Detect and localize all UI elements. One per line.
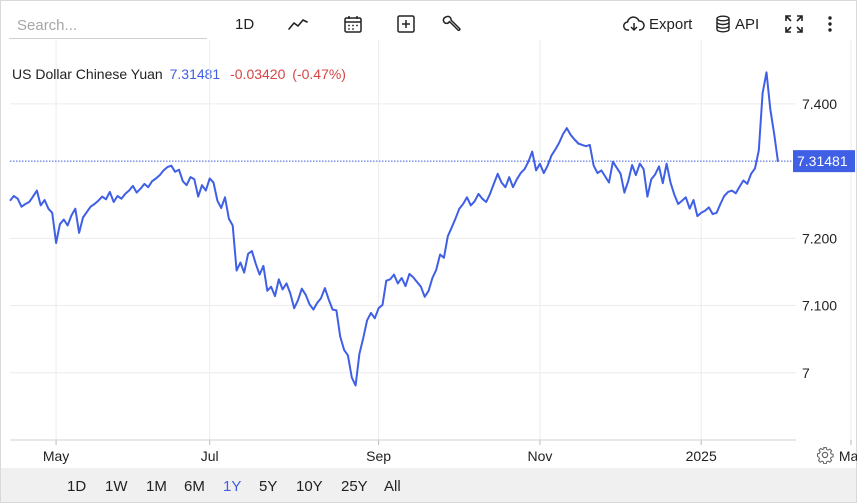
plus-box-icon: [397, 15, 415, 33]
instrument-change-pct: (-0.47%): [292, 66, 346, 82]
range-button-1y[interactable]: 1Y: [223, 478, 242, 495]
more-options-button[interactable]: [826, 12, 834, 36]
chart-legend: US Dollar Chinese Yuan 7.31481 -0.03420 …: [12, 66, 346, 82]
series-line: [9, 71, 779, 387]
search-input[interactable]: [9, 13, 207, 39]
tools-button[interactable]: [442, 12, 462, 36]
x-tick-label: May: [43, 448, 69, 464]
x-axis-labels: May Jul Sep Nov 2025 Mar: [43, 448, 857, 464]
x-tick-label: Jul: [201, 448, 219, 464]
database-icon: [716, 15, 730, 33]
calendar-icon: [344, 16, 362, 33]
line-chart-icon: [288, 19, 308, 30]
api-button[interactable]: API: [715, 12, 759, 36]
x-tick-label: Mar: [839, 448, 857, 464]
instrument-name: US Dollar Chinese Yuan: [12, 66, 163, 82]
x-tick-label: 2025: [686, 448, 717, 464]
fullscreen-button[interactable]: [784, 12, 804, 36]
range-selector-bar: 1D 1W 1M 6M 1Y 5Y 10Y 25Y All: [1, 468, 856, 502]
range-button-6m[interactable]: 6M: [184, 478, 205, 495]
range-button-10y[interactable]: 10Y: [296, 478, 323, 495]
x-tick-label: Sep: [366, 448, 391, 464]
date-range-button[interactable]: [343, 12, 363, 36]
add-indicator-button[interactable]: [396, 12, 416, 36]
toolbar: 1D Export API: [0, 0, 857, 46]
x-tick-label: Nov: [527, 448, 552, 464]
price-chart[interactable]: 7 7.100 7.200 7.400 May Jul Sep Nov 2025 Mar 7.3…: [0, 0, 857, 468]
last-price-tag-box: [793, 150, 855, 173]
last-price-tag: 7.31481: [793, 150, 855, 173]
fullscreen-icon: [785, 15, 803, 33]
y-axis-labels: 7 7.100 7.200 7.400: [802, 96, 837, 381]
api-label: API: [735, 15, 760, 33]
chart-type-button[interactable]: [288, 12, 308, 36]
settings-gear-icon[interactable]: [816, 446, 834, 464]
interval-button[interactable]: 1D: [235, 15, 255, 33]
y-tick-label: 7.400: [802, 96, 837, 112]
y-tick-label: 7.200: [802, 230, 837, 246]
range-button-1m[interactable]: 1M: [146, 478, 167, 495]
instrument-price: 7.31481: [169, 66, 221, 82]
vertical-grid: [55, 40, 852, 445]
range-button-1d[interactable]: 1D: [67, 478, 87, 495]
range-button-1w[interactable]: 1W: [105, 478, 128, 495]
wrench-icon: [442, 15, 461, 32]
y-tick-label: 7: [802, 365, 810, 381]
last-price-tag-label: 7.31481: [797, 153, 848, 169]
cloud-download-icon: [623, 16, 645, 32]
horizontal-grid: [10, 103, 796, 374]
range-button-5y[interactable]: 5Y: [259, 478, 278, 495]
more-vert-icon: [828, 16, 832, 32]
y-tick-label: 7.100: [802, 298, 837, 314]
export-button[interactable]: Export: [623, 12, 692, 36]
range-button-25y[interactable]: 25Y: [341, 478, 368, 495]
range-button-all[interactable]: All: [384, 478, 401, 495]
instrument-change: -0.03420: [230, 66, 286, 82]
export-label: Export: [649, 15, 693, 33]
